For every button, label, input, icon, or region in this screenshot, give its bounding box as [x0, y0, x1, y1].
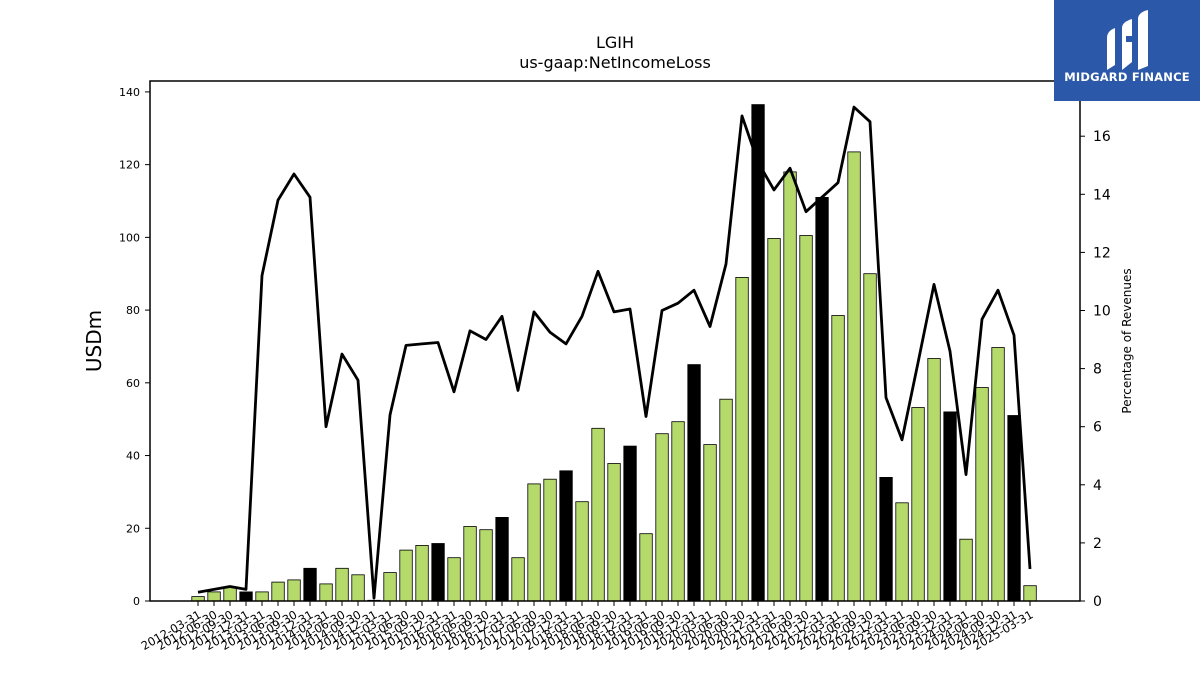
bar [415, 545, 429, 602]
bar [255, 591, 269, 602]
bar [543, 478, 557, 602]
bar [959, 538, 973, 602]
y2-tick-label: 4 [1093, 478, 1102, 494]
bar [719, 398, 733, 602]
chart-subtitle: us-gaap:NetIncomeLoss [519, 53, 711, 72]
bar [671, 421, 685, 602]
bar [895, 502, 909, 602]
bar [751, 104, 765, 602]
bar [767, 238, 781, 602]
bar [991, 347, 1005, 602]
bar [511, 557, 525, 602]
bar [335, 567, 349, 602]
bar [399, 549, 413, 602]
y2-axis-label: Percentage of Revenues [1120, 268, 1134, 413]
bar [431, 543, 445, 602]
bar [815, 196, 829, 602]
bar [495, 517, 509, 602]
bar [239, 591, 253, 602]
bar [847, 151, 861, 602]
bar [351, 574, 365, 602]
bar [911, 407, 925, 602]
line-percentage-of-revenues [197, 105, 1032, 600]
y2-tick-label: 0 [1093, 594, 1102, 610]
bar [623, 445, 637, 602]
y-tick-label: 60 [126, 377, 140, 390]
brand-name: MIDGARD FINANCE [1064, 70, 1190, 84]
y-tick-label: 100 [119, 231, 140, 244]
bar [975, 387, 989, 602]
bar [655, 433, 669, 602]
bar [527, 483, 541, 602]
y-tick-label: 120 [119, 159, 140, 172]
bar [783, 171, 797, 602]
y2-tick-label: 8 [1093, 362, 1102, 378]
bar [831, 315, 845, 602]
bar [799, 235, 813, 602]
bar [735, 276, 749, 602]
y-tick-label: 140 [119, 86, 140, 99]
bar [479, 529, 493, 602]
y-tick-label: 0 [133, 595, 140, 608]
bar [223, 586, 237, 602]
y-tick-label: 20 [126, 522, 140, 535]
bar [591, 427, 605, 602]
bar [879, 476, 893, 602]
plot-frame [149, 80, 1081, 602]
bar [207, 591, 221, 602]
bar [703, 444, 717, 602]
bar [319, 583, 333, 602]
bar [383, 572, 397, 602]
y2-tick-label: 12 [1093, 245, 1111, 261]
y-tick-label: 80 [126, 304, 140, 317]
bar [575, 501, 589, 602]
bar [463, 526, 477, 602]
bar [639, 533, 653, 602]
midgard-logo-icon [1107, 10, 1148, 70]
axes: 02040608010012014002468101214162012-03-3… [119, 80, 1111, 653]
y-axis-label: USDm [82, 310, 106, 372]
bar [303, 567, 317, 602]
bar [1007, 415, 1021, 602]
y2-tick-label: 2 [1093, 536, 1102, 552]
bar [559, 470, 573, 602]
bar [287, 579, 301, 602]
y-tick-label: 40 [126, 450, 140, 463]
y2-tick-label: 16 [1093, 129, 1111, 145]
y2-tick-label: 14 [1093, 187, 1111, 203]
y2-tick-label: 10 [1093, 303, 1111, 319]
bar [271, 581, 285, 602]
bar [863, 273, 877, 602]
bar [1023, 585, 1037, 602]
bar-series [191, 104, 1037, 602]
bar [447, 557, 461, 602]
bar [927, 358, 941, 602]
brand-logo: MIDGARD FINANCE [1054, 0, 1200, 101]
line-series [197, 105, 1032, 600]
bar [943, 411, 957, 602]
bar [607, 463, 621, 602]
bar [687, 364, 701, 602]
chart-title: LGIH [596, 33, 634, 52]
y2-tick-label: 6 [1093, 420, 1102, 436]
